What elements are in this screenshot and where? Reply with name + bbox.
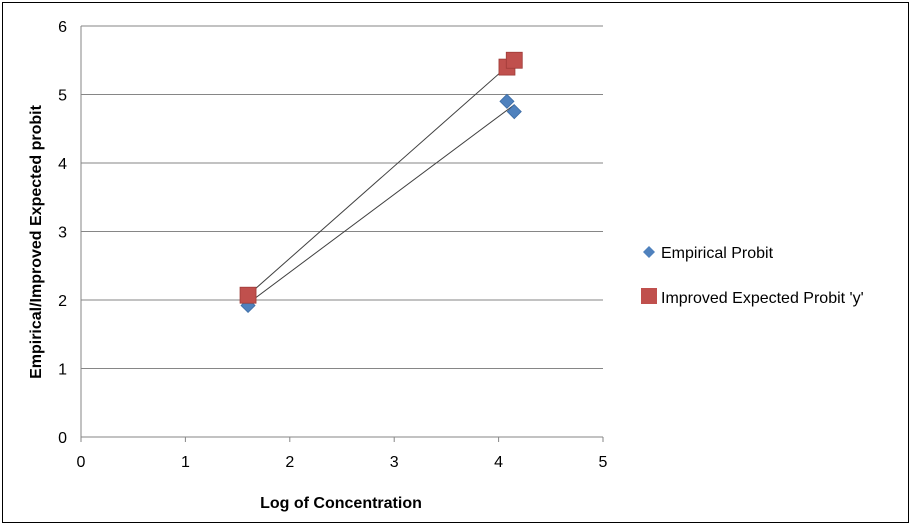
improved-expected-probit-point bbox=[505, 51, 523, 69]
y-tick-label: 6 bbox=[58, 19, 67, 36]
empirical-probit-point bbox=[499, 93, 515, 109]
empirical-probit-point bbox=[506, 104, 522, 120]
y-tick-label: 0 bbox=[58, 430, 67, 447]
x-tick-labels: 0 1 2 3 4 5 bbox=[77, 454, 608, 471]
y-tick-label: 5 bbox=[58, 88, 67, 105]
y-tick-label: 2 bbox=[58, 293, 67, 310]
y-tick-label: 4 bbox=[58, 156, 67, 173]
x-tick-label: 5 bbox=[599, 454, 608, 471]
legend-diamond-marker bbox=[643, 246, 655, 258]
y-tick-label: 1 bbox=[58, 362, 67, 379]
y-axis-title: Empirical/Improved Expected probit bbox=[28, 104, 45, 379]
legend-square-marker bbox=[641, 288, 657, 304]
x-tick-label: 1 bbox=[181, 454, 190, 471]
legend: Empirical Probit Improved Expected Probi… bbox=[641, 245, 864, 307]
x-tick-label: 2 bbox=[285, 454, 294, 471]
x-axis-title: Log of Concentration bbox=[260, 495, 422, 512]
y-tick-labels: 0 1 2 3 4 5 6 bbox=[58, 19, 67, 447]
x-tick-label: 3 bbox=[390, 454, 399, 471]
trendline-series-1 bbox=[247, 59, 515, 296]
improved-expected-probit-point bbox=[239, 286, 257, 304]
legend-label-improved-expected-probit: Improved Expected Probit 'y' bbox=[661, 290, 864, 307]
trendlines bbox=[247, 59, 515, 304]
trendline-series-0 bbox=[247, 104, 515, 304]
legend-label-empirical-probit: Empirical Probit bbox=[661, 245, 774, 262]
axes bbox=[80, 26, 604, 442]
y-tick-label: 3 bbox=[58, 225, 67, 242]
gridlines bbox=[81, 25, 603, 369]
legend-item-improved-expected-probit: Improved Expected Probit 'y' bbox=[641, 288, 864, 307]
x-tick-label: 0 bbox=[77, 454, 86, 471]
data-points bbox=[239, 51, 523, 314]
legend-item-empirical-probit: Empirical Probit bbox=[643, 245, 774, 262]
x-tick-label: 4 bbox=[494, 454, 503, 471]
